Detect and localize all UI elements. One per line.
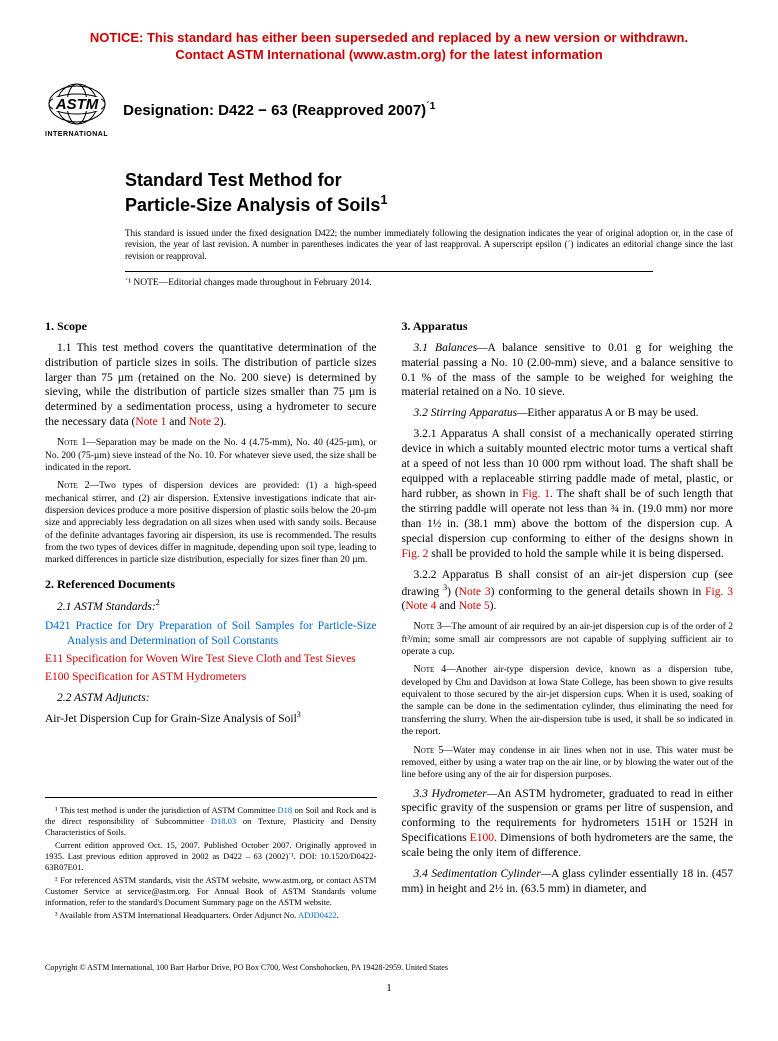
svg-text:ASTM: ASTM — [54, 96, 98, 113]
footnote-1: ¹ This test method is under the jurisdic… — [45, 805, 377, 838]
text: and — [166, 416, 188, 428]
title-line2: Particle-Size Analysis of Soils — [125, 195, 380, 215]
ref-e11[interactable]: E11 Specification for Woven Wire Test Si… — [45, 652, 377, 667]
footnotes: ¹ This test method is under the jurisdic… — [45, 797, 377, 921]
note4: Note 4—Another air-type dispersion devic… — [402, 663, 734, 738]
note-text: —Two types of dispersion devices are pro… — [45, 481, 377, 565]
text: Air-Jet Dispersion Cup for Grain-Size An… — [45, 713, 297, 725]
note1-link[interactable]: Note 1 — [135, 416, 166, 428]
code: E100 — [45, 671, 69, 683]
astm-logo: ASTM INTERNATIONAL — [45, 82, 108, 139]
text: Either apparatus A or B may be used. — [527, 407, 698, 419]
ref-e100[interactable]: E100 Specification for ASTM Hydrometers — [45, 670, 377, 685]
text: Specification for ASTM Hydrometers — [69, 671, 246, 683]
right-column: 3. Apparatus 3.1 Balances—A balance sens… — [402, 309, 734, 923]
p31: 3.1 Balances—A balance sensitive to 0.01… — [402, 341, 734, 401]
footnote-3: ³ Available from ASTM International Head… — [45, 910, 377, 921]
editorial-note: ´¹ NOTE—Editorial changes made throughou… — [125, 277, 733, 289]
runhead: 3.2 Stirring Apparatus— — [414, 407, 528, 419]
p322: 3.2.2 Apparatus B shall consist of an ai… — [402, 568, 734, 615]
runhead: 3.1 Balances— — [414, 342, 488, 354]
text: ). — [220, 416, 227, 428]
label: Note 5 — [414, 745, 444, 756]
title-sup: 1 — [380, 193, 387, 207]
title-line1: Standard Test Method for — [125, 170, 342, 190]
designation-text: Designation: D422 − 63 (Reapproved 2007) — [123, 102, 426, 119]
runhead: 3.4 Sedimentation Cylinder— — [414, 868, 552, 880]
text: shall be provided to hold the sample whi… — [428, 548, 723, 560]
fig1-link[interactable]: Fig. 1 — [522, 488, 550, 500]
sup: 3 — [297, 710, 301, 719]
apparatus-heading: 3. Apparatus — [402, 319, 734, 335]
adjunct-1: Air-Jet Dispersion Cup for Grain-Size An… — [45, 710, 377, 727]
text: ) conforming to the general details show… — [491, 586, 705, 598]
p34: 3.4 Sedimentation Cylinder—A glass cylin… — [402, 867, 734, 897]
text: ) ( — [447, 586, 459, 598]
label: Note 4 — [414, 664, 447, 675]
sup: 2 — [156, 598, 160, 607]
e100-link[interactable]: E100 — [470, 832, 494, 844]
text: . — [337, 910, 339, 920]
designation: Designation: D422 − 63 (Reapproved 2007)… — [123, 100, 435, 121]
note2-link[interactable]: Note 2 — [189, 416, 220, 428]
scope-p1: 1.1 This test method covers the quantita… — [45, 341, 377, 431]
notice-banner: NOTICE: This standard has either been su… — [45, 30, 733, 64]
label: Note 3 — [414, 621, 442, 632]
page-number: 1 — [45, 981, 733, 995]
p32: 3.2 Stirring Apparatus—Either apparatus … — [402, 406, 734, 421]
text: —Water may condense in air lines when no… — [402, 746, 734, 781]
text: ¹ This test method is under the jurisdic… — [55, 805, 278, 815]
link[interactable]: ADJD0422 — [298, 910, 337, 920]
copyright: Copyright © ASTM International, 100 Barr… — [45, 963, 733, 973]
p321: 3.2.1 Apparatus A shall consist of a mec… — [402, 427, 734, 561]
body-columns: 1. Scope 1.1 This test method covers the… — [45, 309, 733, 923]
left-column: 1. Scope 1.1 This test method covers the… — [45, 309, 377, 923]
code: D421 — [45, 620, 71, 632]
notice-line1: NOTICE: This standard has either been su… — [90, 30, 688, 45]
text: 2.1 ASTM Standards: — [57, 601, 156, 613]
note3-link[interactable]: Note 3 — [459, 586, 491, 598]
text: Specification for Woven Wire Test Sieve … — [63, 653, 356, 665]
note-text: —Separation may be made on the No. 4 (4.… — [45, 438, 377, 473]
text: —Another air-type dispersion device, kno… — [402, 665, 734, 737]
footnote-2: ² For referenced ASTM standards, visit t… — [45, 875, 377, 908]
divider — [125, 271, 653, 272]
text: and — [436, 600, 458, 612]
footnote-1d: Current edition approved Oct. 15, 2007. … — [45, 840, 377, 873]
note5-link[interactable]: Note 5 — [459, 600, 490, 612]
note5: Note 5—Water may condense in air lines w… — [402, 744, 734, 782]
p33: 3.3 Hydrometer—An ASTM hydrometer, gradu… — [402, 787, 734, 862]
fig3-link[interactable]: Fig. 3 — [705, 586, 733, 598]
scope-heading: 1. Scope — [45, 319, 377, 335]
note1: Note 1—Separation may be made on the No.… — [45, 436, 377, 474]
fig2-link[interactable]: Fig. 2 — [402, 548, 429, 560]
text: Practice for Dry Preparation of Soil Sam… — [67, 620, 377, 647]
issued-note: This standard is issued under the fixed … — [125, 228, 733, 263]
notice-line2: Contact ASTM International (www.astm.org… — [175, 47, 602, 62]
note-label: Note 1 — [57, 437, 86, 448]
runhead: 3.3 Hydrometer— — [414, 788, 497, 800]
text: ³ Available from ASTM International Head… — [55, 910, 298, 920]
link[interactable]: D18 — [278, 805, 293, 815]
text: ). — [490, 600, 497, 612]
note3: Note 3—The amount of air required by an … — [402, 620, 734, 658]
astm-standards-sub: 2.1 ASTM Standards:2 — [45, 598, 377, 615]
note2: Note 2—Two types of dispersion devices a… — [45, 479, 377, 566]
refdocs-heading: 2. Referenced Documents — [45, 577, 377, 593]
document-title: Standard Test Method for Particle-Size A… — [125, 169, 733, 218]
text: —The amount of air required by an air-je… — [402, 622, 734, 657]
note4-link[interactable]: Note 4 — [405, 600, 436, 612]
adjuncts-sub: 2.2 ASTM Adjuncts: — [45, 691, 377, 706]
designation-sup: ´1 — [426, 100, 435, 112]
note-label: Note 2 — [57, 480, 90, 491]
header: ASTM INTERNATIONAL Designation: D422 − 6… — [45, 82, 733, 139]
astm-logo-icon: ASTM — [46, 82, 108, 130]
code: E11 — [45, 653, 63, 665]
logo-subtext: INTERNATIONAL — [45, 130, 108, 139]
ref-d421[interactable]: D421 Practice for Dry Preparation of Soi… — [45, 619, 377, 649]
link[interactable]: D18.03 — [211, 816, 236, 826]
